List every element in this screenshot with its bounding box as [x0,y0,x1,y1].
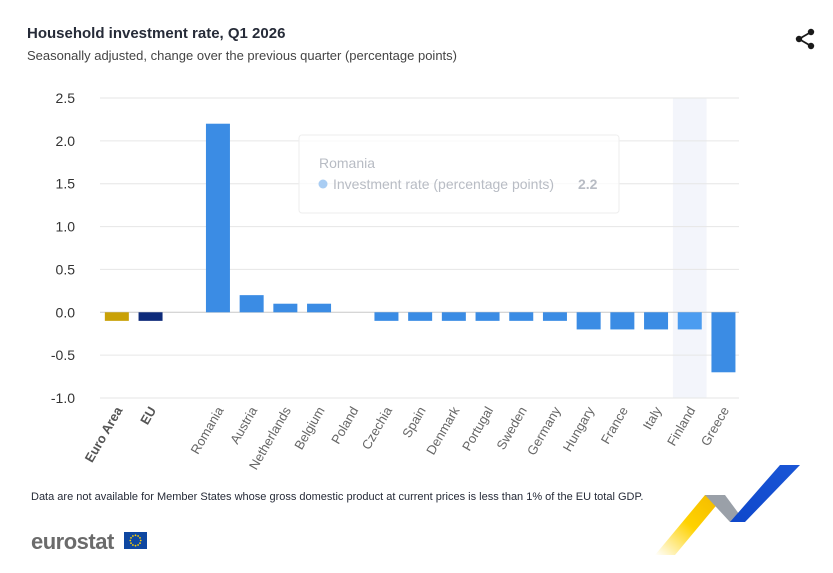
bar-denmark[interactable] [441,312,466,321]
chart-subtitle: Seasonally adjusted, change over the pre… [27,48,457,63]
x-tick-label: Hungary [560,404,598,454]
bar-portugal[interactable] [475,312,500,321]
x-tick-label: Sweden [493,404,529,452]
bar-spain[interactable] [408,312,433,321]
bar-chart: 2.5 2.0 1.5 1.0 0.5 0.0 -0.5 -1.0 Euro Area EU Ro… [51,90,739,472]
bar-italy[interactable] [644,312,669,330]
bar-austria[interactable] [239,295,264,313]
bar-finland[interactable] [677,312,702,330]
y-tick-label: 0.0 [56,304,76,320]
x-tick-label: Italy [640,404,665,433]
x-tick-label: Romania [188,403,227,456]
x-tick-label: Germany [524,404,564,458]
tooltip-category: Romania [319,155,375,171]
bar-eu[interactable] [138,312,163,321]
share-icon[interactable] [793,27,817,51]
decorative-ribbon [650,460,810,565]
x-tick-label: Belgium [291,404,327,452]
bar-sweden[interactable] [509,312,534,321]
x-tick-label: Spain [399,404,429,440]
tooltip-value: 2.2 [578,176,598,192]
y-tick-label: 1.0 [56,219,76,235]
x-tick-label: Portugal [459,404,496,454]
x-tick-label: Denmark [423,404,463,458]
bar-france[interactable] [610,312,635,330]
y-tick-label: 2.5 [56,90,76,106]
y-tick-label: 1.5 [56,176,76,192]
footnote: Data are not available for Member States… [31,491,644,503]
x-tick-label: Greece [698,404,732,448]
bar-romania[interactable] [205,123,230,313]
chart-tooltip: Romania Investment rate (percentage poin… [298,134,620,214]
x-tick-label: EU [137,404,159,427]
bar-czechia[interactable] [374,312,399,321]
x-tick-label: Austria [227,403,261,446]
x-tick-label: Finland [664,404,698,448]
tooltip-series-label: Investment rate (percentage points) [333,176,554,192]
chart-title: Household investment rate, Q1 2026 [27,25,286,42]
eurostat-logo: eurostat [31,529,114,554]
y-tick-label: -0.5 [51,347,75,363]
eu-flag-icon [124,532,147,549]
x-tick-label: France [598,404,631,447]
y-tick-label: 2.0 [56,133,76,149]
x-tick-label: Poland [328,404,361,447]
bar-belgium[interactable] [307,303,332,313]
bar-germany[interactable] [542,312,567,321]
bar-hungary[interactable] [576,312,601,330]
bar-euro-area[interactable] [104,312,129,321]
bar-netherlands[interactable] [273,303,298,313]
x-tick-label: Czechia [359,403,396,452]
bar-greece[interactable] [711,312,736,373]
x-tick-label: Euro Area [82,403,126,465]
y-tick-label: 0.5 [56,261,76,277]
y-tick-label: -1.0 [51,390,75,406]
highlight-band [672,98,707,398]
